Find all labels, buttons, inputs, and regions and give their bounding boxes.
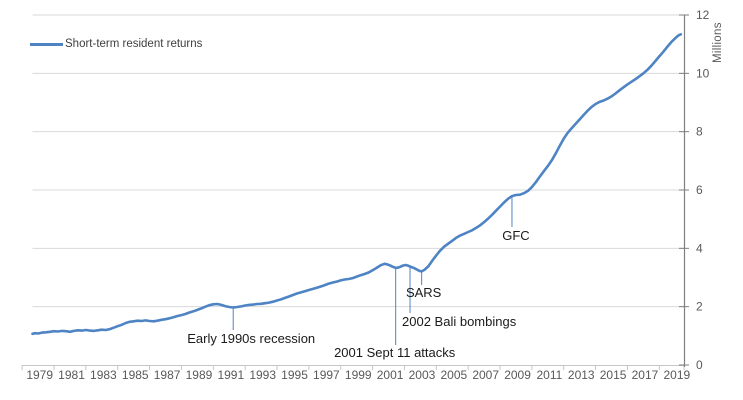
legend: Short-term resident returns xyxy=(30,38,202,50)
x-tick-label: 1985 xyxy=(122,368,149,382)
x-tick-label: 1993 xyxy=(249,368,276,382)
x-tick-label: 2007 xyxy=(472,368,499,382)
y-tick-label: 2 xyxy=(696,300,703,314)
annotation-label: SARS xyxy=(406,285,442,300)
y-tick-label: 6 xyxy=(696,183,703,197)
x-tick-label: 2009 xyxy=(504,368,531,382)
x-tick-label: 2015 xyxy=(600,368,627,382)
x-tick-label: 1997 xyxy=(313,368,340,382)
x-tick-label: 1999 xyxy=(345,368,372,382)
annotation-label: 2001 Sept 11 attacks xyxy=(334,345,456,360)
x-tick-label: 2011 xyxy=(536,368,562,382)
x-tick-label: 2019 xyxy=(663,368,690,382)
x-tick-label: 1995 xyxy=(281,368,308,382)
x-tick-label: 1987 xyxy=(154,368,181,382)
x-tick-label: 1983 xyxy=(90,368,117,382)
annotation-label: Early 1990s recession xyxy=(187,331,315,346)
y-tick-label: 8 xyxy=(696,125,703,139)
y-tick-label: 0 xyxy=(696,358,703,372)
x-tick-label: 1981 xyxy=(58,368,85,382)
x-tick-label: 2001 xyxy=(377,368,404,382)
y-tick-label: 12 xyxy=(696,8,710,22)
x-tick-label: 1991 xyxy=(217,368,244,382)
legend-label: Short-term resident returns xyxy=(65,38,203,50)
x-tick-label: 1979 xyxy=(26,368,53,382)
y-tick-label: 10 xyxy=(696,66,710,80)
x-tick-label: 2005 xyxy=(440,368,467,382)
legend-line-sample xyxy=(30,42,63,46)
annotation-label: 2002 Bali bombings xyxy=(402,314,517,329)
annotation-label: GFC xyxy=(502,228,529,243)
y-tick-label: 4 xyxy=(696,241,703,255)
x-tick-label: 2017 xyxy=(632,368,659,382)
x-tick-label: 2013 xyxy=(568,368,595,382)
y-axis-title: Millions xyxy=(712,22,724,63)
series-line-short-term-resident-returns xyxy=(31,33,683,336)
x-tick-label: 1989 xyxy=(186,368,213,382)
x-tick-label: 2003 xyxy=(409,368,436,382)
